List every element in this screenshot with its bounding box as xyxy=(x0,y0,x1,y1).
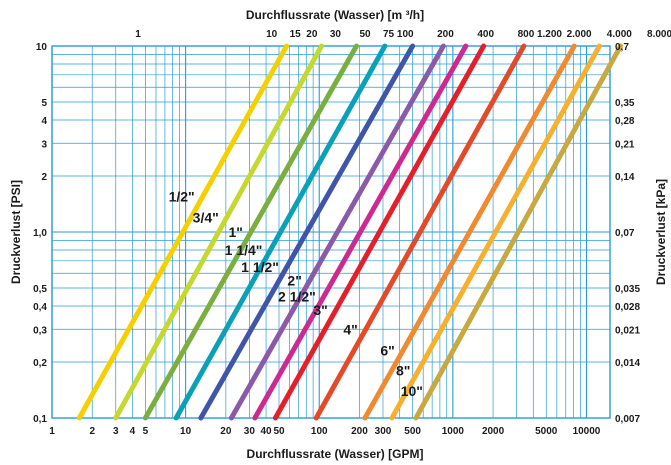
series-label-0: 1/2" xyxy=(169,189,195,205)
y-tick-left-4: 0,5 xyxy=(33,284,47,295)
y-tick-right-6: 0,14 xyxy=(615,172,635,183)
y-tick-left-7: 3 xyxy=(41,139,47,150)
x-tick-top-5: 50 xyxy=(359,29,371,40)
y-tick-right-0: 0,007 xyxy=(615,414,640,425)
size-labels: 1/2" 3/4" 1" 1 1/4"1 1/2" 2"2 1/2"3" 4" 6"8" 10… xyxy=(169,189,423,399)
plot-frame xyxy=(51,45,611,419)
x-tick-bottom-9: 50 xyxy=(273,426,285,437)
y-tick-right-7: 0,21 xyxy=(615,139,635,150)
x-axis-title: Durchflussrate (Wasser) [GPM] xyxy=(247,447,424,461)
y-tick-right-5: 0,07 xyxy=(615,228,635,239)
x-tick-bottom-6: 20 xyxy=(220,426,232,437)
series-line-2 xyxy=(142,43,359,421)
y-axis-title-right: Druckverlust [kPa] xyxy=(654,179,668,285)
series-line-8 xyxy=(313,43,527,421)
x-tick-bottom-15: 2000 xyxy=(482,426,505,437)
series-line-0 xyxy=(76,43,290,421)
x-tick-bottom-10: 100 xyxy=(311,426,328,437)
x-tick-top-9: 400 xyxy=(477,29,494,40)
x-tick-bottom-14: 1000 xyxy=(442,426,465,437)
x-tick-bottom-17: 10000 xyxy=(573,426,601,437)
y-tick-right-3: 0,028 xyxy=(615,302,640,313)
series-label-2: 1" xyxy=(229,224,243,240)
y-tick-right-10: 0,7 xyxy=(615,42,629,53)
series-line-1 xyxy=(113,43,325,421)
y-tick-left-10: 10 xyxy=(36,42,48,53)
series-label-8: 4" xyxy=(343,321,357,337)
x-tick-bottom-3: 4 xyxy=(130,426,136,437)
series-label-5: 2" xyxy=(287,272,301,288)
y-tick-left-0: 0,1 xyxy=(33,414,47,425)
y-tick-right-4: 0,035 xyxy=(615,284,640,295)
y-tick-left-1: 0,2 xyxy=(33,358,47,369)
x-tick-bottom-1: 2 xyxy=(89,426,95,437)
x-tick-bottom-12: 300 xyxy=(375,426,392,437)
y-tick-right-9: 0,35 xyxy=(615,98,635,109)
series-line-7 xyxy=(272,43,487,421)
series-label-4: 1 1/2" xyxy=(241,259,279,275)
x-tick-top-7: 100 xyxy=(397,29,414,40)
x-tick-bottom-8: 40 xyxy=(261,426,273,437)
y-tick-left-3: 0,4 xyxy=(33,302,47,313)
series-label-7: 3" xyxy=(313,302,327,318)
x-tick-top-13: 4.000 xyxy=(607,29,632,40)
x-tick-top-2: 15 xyxy=(290,29,302,40)
x-tick-top-4: 30 xyxy=(330,29,342,40)
series-label-6: 2 1/2" xyxy=(278,289,316,305)
x-tick-top-14: 8.000 xyxy=(647,29,671,40)
x-tick-top-10: 800 xyxy=(518,29,535,40)
x-tick-top-0: 1 xyxy=(135,29,141,40)
y-axis-title-left: Druckverlust [PSI] xyxy=(9,180,23,284)
x-tick-top-12: 2.000 xyxy=(567,29,592,40)
y-tick-right-8: 0,28 xyxy=(615,116,635,127)
x-tick-top-11: 1.200 xyxy=(537,29,562,40)
x-tick-top-1: 10 xyxy=(266,29,278,40)
x-tick-bottom-4: 5 xyxy=(143,426,149,437)
x-tick-top-6: 75 xyxy=(383,29,395,40)
series-label-1: 3/4" xyxy=(193,209,219,225)
series-lines xyxy=(76,43,624,421)
y-tick-right-1: 0,014 xyxy=(615,358,640,369)
series-line-4 xyxy=(198,43,416,421)
x-tick-top-8: 200 xyxy=(437,29,454,40)
y-tick-left-6: 2 xyxy=(41,172,47,183)
series-label-10: 8" xyxy=(396,363,410,379)
series-line-6 xyxy=(252,43,469,421)
y-tick-left-2: 0,3 xyxy=(33,325,47,336)
x-tick-top-3: 20 xyxy=(306,29,318,40)
x-tick-bottom-16: 5000 xyxy=(535,426,558,437)
series-line-11 xyxy=(413,43,624,421)
grid xyxy=(51,46,610,419)
y-tick-left-9: 5 xyxy=(41,98,47,109)
series-line-3 xyxy=(173,43,388,421)
top-axis-title: Durchflussrate (Wasser) [m ³/h] xyxy=(246,8,424,22)
x-tick-bottom-11: 200 xyxy=(351,426,368,437)
series-label-11: 10" xyxy=(401,383,423,399)
y-tick-right-2: 0,021 xyxy=(615,325,640,336)
x-tick-bottom-0: 1 xyxy=(49,426,55,437)
series-label-9: 6" xyxy=(380,343,394,359)
x-tick-bottom-13: 500 xyxy=(404,426,421,437)
series-line-9 xyxy=(362,43,577,421)
x-tick-bottom-7: 30 xyxy=(244,426,256,437)
tick-labels: 1 2 3 4 5 10 20 30 40 50 100 200 300 500 1000 2000 5000 1… xyxy=(33,29,671,437)
x-tick-bottom-2: 3 xyxy=(113,426,119,437)
x-tick-bottom-5: 10 xyxy=(180,426,192,437)
series-label-3: 1 1/4" xyxy=(225,242,263,258)
y-tick-left-8: 4 xyxy=(41,116,47,127)
series-line-5 xyxy=(228,43,446,421)
y-tick-left-5: 1,0 xyxy=(33,228,47,239)
series-line-10 xyxy=(389,43,602,421)
